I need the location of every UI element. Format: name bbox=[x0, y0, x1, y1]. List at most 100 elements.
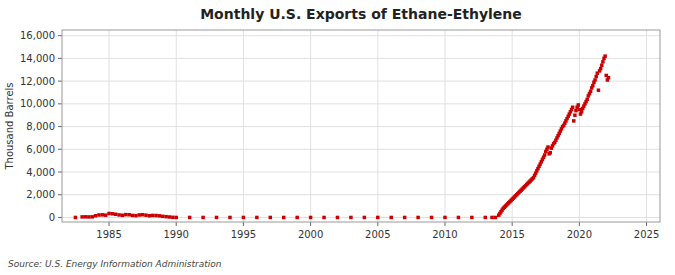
y-grid-line bbox=[62, 35, 660, 36]
point bbox=[144, 213, 148, 217]
point bbox=[141, 213, 145, 217]
y-tick bbox=[58, 103, 62, 104]
x-grid-line bbox=[512, 30, 513, 222]
x-tick bbox=[646, 222, 647, 226]
x-grid-line bbox=[109, 30, 110, 222]
point bbox=[546, 145, 550, 149]
point bbox=[589, 90, 593, 94]
x-tick bbox=[512, 222, 513, 226]
point bbox=[124, 213, 128, 217]
point bbox=[97, 213, 101, 217]
point bbox=[161, 215, 165, 219]
y-tick bbox=[58, 81, 62, 82]
y-axis-label: Thousand Barrels bbox=[4, 82, 15, 170]
plot-frame bbox=[62, 30, 660, 222]
point bbox=[84, 215, 88, 219]
x-tick-label: 2005 bbox=[365, 229, 390, 240]
y-tick bbox=[58, 172, 62, 173]
x-grid-line bbox=[176, 30, 177, 222]
y-tick-label: 4,000 bbox=[26, 167, 55, 178]
point bbox=[494, 216, 498, 220]
x-tick bbox=[444, 222, 445, 226]
point bbox=[457, 216, 461, 220]
point bbox=[242, 216, 246, 220]
point bbox=[470, 216, 474, 220]
y-grid-line bbox=[62, 58, 660, 59]
x-tick bbox=[310, 222, 311, 226]
point bbox=[322, 216, 326, 220]
point bbox=[151, 214, 155, 218]
point bbox=[168, 215, 172, 219]
x-tick bbox=[109, 222, 110, 226]
y-grid-line bbox=[62, 103, 660, 104]
point bbox=[577, 103, 581, 107]
point bbox=[188, 216, 192, 220]
y-tick bbox=[58, 126, 62, 127]
x-grid-line bbox=[646, 30, 647, 222]
x-tick-label: 2010 bbox=[432, 229, 457, 240]
y-tick bbox=[58, 35, 62, 36]
x-tick bbox=[579, 222, 580, 226]
points bbox=[74, 54, 611, 219]
point bbox=[127, 213, 131, 217]
point bbox=[585, 98, 589, 102]
point bbox=[104, 213, 108, 217]
title: Monthly U.S. Exports of Ethane-Ethylene bbox=[200, 6, 522, 22]
point bbox=[349, 216, 353, 220]
point bbox=[603, 54, 607, 58]
x-grid-line bbox=[444, 30, 445, 222]
point bbox=[601, 60, 605, 64]
point bbox=[174, 216, 178, 220]
point bbox=[201, 216, 205, 220]
x-tick-label: 1985 bbox=[96, 229, 121, 240]
y-tick-label: 0 bbox=[49, 212, 55, 223]
point bbox=[389, 216, 393, 220]
point bbox=[309, 216, 313, 220]
point bbox=[90, 215, 94, 219]
point bbox=[363, 216, 367, 220]
point bbox=[255, 216, 259, 220]
point bbox=[148, 214, 152, 218]
x-tick-label: 2000 bbox=[298, 229, 323, 240]
axes: 02,0004,0006,0008,00010,00012,00014,0001… bbox=[20, 30, 660, 240]
point bbox=[573, 113, 577, 117]
point bbox=[154, 214, 158, 218]
y-tick bbox=[58, 149, 62, 150]
point bbox=[164, 215, 168, 219]
x-grid-line bbox=[579, 30, 580, 222]
y-tick-label: 14,000 bbox=[20, 53, 55, 64]
x-tick bbox=[243, 222, 244, 226]
point bbox=[484, 216, 488, 220]
point bbox=[87, 215, 91, 219]
chart: 02,0004,0006,0008,00010,00012,00014,0001… bbox=[0, 0, 675, 275]
point bbox=[403, 216, 407, 220]
point bbox=[121, 214, 125, 218]
point bbox=[134, 214, 138, 218]
x-tick-label: 1990 bbox=[163, 229, 188, 240]
x-tick-label: 1995 bbox=[231, 229, 256, 240]
x-tick-label: 2015 bbox=[499, 229, 524, 240]
x-tick-label: 2020 bbox=[567, 229, 592, 240]
point bbox=[549, 151, 553, 155]
point bbox=[117, 213, 121, 217]
point bbox=[571, 106, 575, 110]
point bbox=[282, 216, 286, 220]
y-tick-label: 12,000 bbox=[20, 76, 55, 87]
point bbox=[443, 216, 447, 220]
point bbox=[600, 63, 604, 67]
point bbox=[171, 216, 175, 220]
point bbox=[131, 214, 135, 218]
point bbox=[599, 67, 603, 71]
y-tick bbox=[58, 217, 62, 218]
point bbox=[158, 214, 162, 218]
x-tick bbox=[377, 222, 378, 226]
y-grid-line bbox=[62, 149, 660, 150]
x-grid-line bbox=[377, 30, 378, 222]
y-grid-line bbox=[62, 81, 660, 82]
y-grid-line bbox=[62, 126, 660, 127]
y-tick-label: 10,000 bbox=[20, 98, 55, 109]
point bbox=[607, 76, 611, 80]
point bbox=[416, 216, 420, 220]
point bbox=[376, 216, 380, 220]
x-grid-line bbox=[243, 30, 244, 222]
